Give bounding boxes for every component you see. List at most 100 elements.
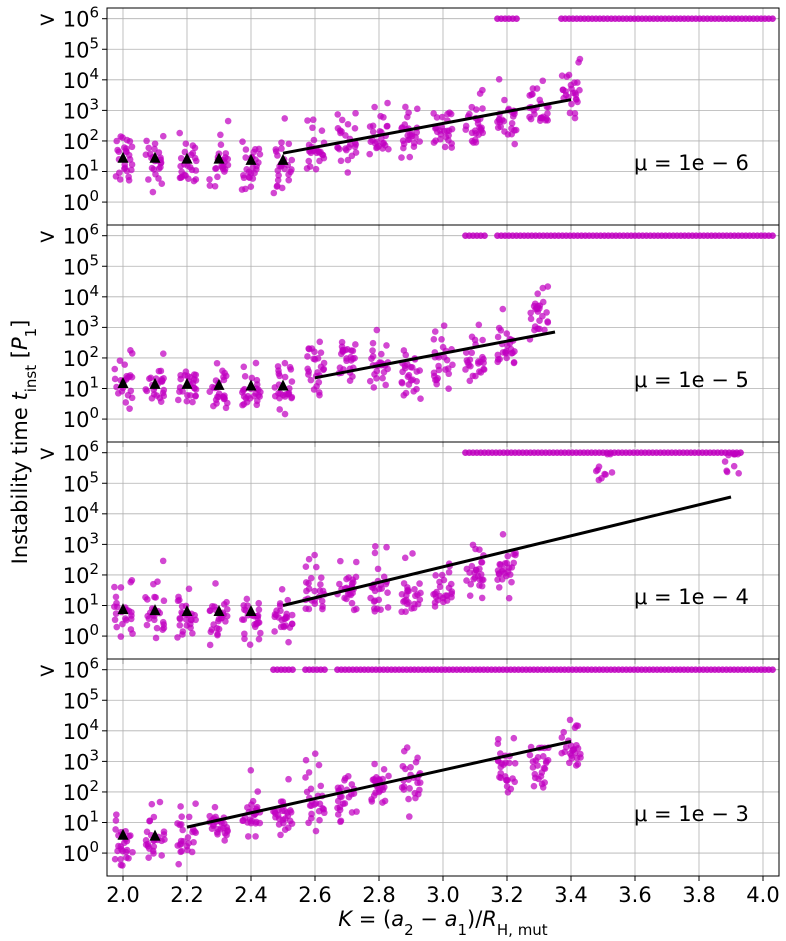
data-point — [506, 571, 514, 578]
data-point — [285, 775, 292, 783]
data-point — [288, 378, 296, 385]
data-point — [281, 410, 289, 418]
median-marker — [213, 378, 225, 390]
data-point — [158, 180, 166, 187]
data-point — [179, 388, 186, 395]
data-point — [209, 822, 217, 830]
data-point — [177, 375, 185, 383]
data-point — [348, 599, 356, 607]
data-point — [112, 593, 120, 601]
data-point — [311, 801, 318, 808]
data-point — [175, 860, 182, 868]
data-point — [242, 154, 249, 161]
data-point — [501, 96, 508, 104]
data-point — [431, 590, 439, 598]
data-point — [112, 826, 119, 833]
data-point — [243, 166, 250, 173]
data-point — [475, 321, 483, 329]
data-point — [539, 77, 547, 85]
data-point — [538, 780, 546, 788]
data-point — [151, 145, 158, 153]
data-point — [308, 810, 315, 818]
data-point — [310, 136, 318, 144]
data-point — [281, 615, 288, 623]
data-point — [399, 368, 406, 376]
data-point — [159, 389, 167, 397]
data-point — [466, 377, 474, 385]
data-point — [116, 357, 124, 364]
data-point — [143, 621, 151, 629]
data-point — [462, 126, 470, 133]
data-point — [404, 136, 412, 144]
data-point — [494, 576, 501, 583]
data-point — [145, 176, 152, 183]
data-point — [539, 284, 547, 292]
data-point — [251, 623, 259, 631]
data-point — [540, 764, 548, 772]
data-point — [476, 90, 484, 97]
data-point — [379, 799, 386, 806]
y-tick-label: 101 — [63, 374, 99, 402]
data-point — [317, 574, 325, 581]
data-point — [275, 172, 282, 179]
data-point — [206, 182, 214, 189]
data-point — [508, 130, 515, 138]
data-point — [127, 832, 134, 839]
data-point — [279, 807, 286, 815]
data-points — [111, 232, 776, 418]
data-point — [177, 162, 184, 170]
data-point — [369, 347, 376, 354]
data-point — [190, 838, 197, 846]
data-point — [403, 600, 411, 608]
data-point — [478, 594, 486, 602]
data-point — [544, 117, 551, 124]
data-point — [377, 350, 385, 358]
data-point — [142, 151, 150, 159]
data-point — [405, 813, 413, 820]
data-point — [221, 168, 228, 175]
data-point — [128, 608, 135, 616]
data-point — [435, 362, 442, 370]
data-point — [438, 571, 446, 579]
data-point — [127, 615, 135, 623]
data-point — [241, 373, 249, 380]
data-point — [504, 552, 512, 560]
data-point — [311, 348, 318, 356]
data-point — [479, 336, 486, 344]
y-tick-label: 101 — [63, 808, 99, 836]
grid — [107, 225, 779, 442]
data-point — [311, 551, 318, 559]
mu-annotation: μ = 1e − 3 — [634, 802, 749, 826]
data-point — [192, 176, 200, 183]
data-point — [181, 148, 189, 156]
data-point — [503, 330, 511, 337]
data-point — [384, 589, 391, 596]
data-point — [561, 748, 568, 756]
data-point — [116, 176, 124, 183]
data-point — [512, 551, 519, 559]
median-marker — [181, 605, 193, 617]
data-point — [224, 117, 232, 125]
y-tick-label: 100 — [63, 187, 99, 215]
data-point — [276, 406, 284, 413]
data-point — [334, 797, 342, 805]
data-point — [117, 633, 125, 640]
data-point — [285, 176, 293, 184]
data-point — [176, 129, 183, 137]
data-point — [127, 347, 134, 354]
data-point — [152, 594, 159, 601]
data-point — [218, 614, 225, 622]
data-point — [159, 618, 167, 626]
data-point — [241, 385, 248, 393]
data-point — [311, 356, 319, 363]
data-point — [371, 760, 378, 768]
data-point — [416, 580, 423, 587]
data-point — [220, 376, 228, 384]
data-point — [255, 599, 263, 607]
data-point — [143, 137, 150, 145]
data-point — [501, 560, 509, 567]
data-point — [371, 543, 379, 550]
data-point — [303, 587, 310, 595]
